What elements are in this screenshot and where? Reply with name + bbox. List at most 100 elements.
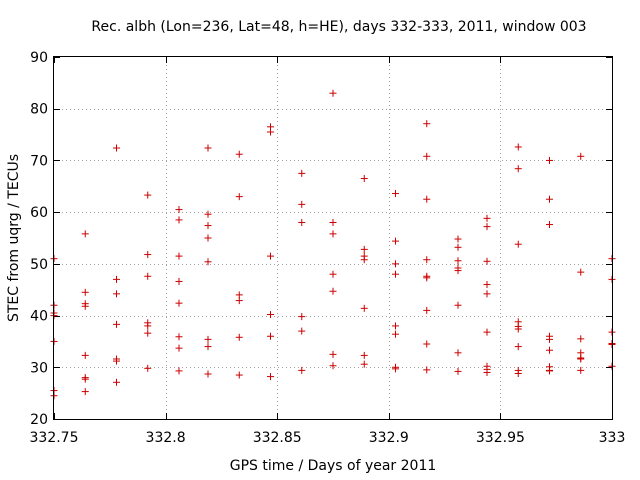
data-points bbox=[50, 89, 616, 400]
data-point bbox=[204, 234, 212, 242]
data-point bbox=[298, 218, 306, 226]
data-point bbox=[391, 322, 399, 330]
data-point bbox=[81, 351, 89, 359]
data-point bbox=[546, 195, 554, 203]
data-point bbox=[112, 320, 120, 328]
data-point bbox=[546, 335, 554, 343]
data-point bbox=[175, 344, 183, 352]
data-point bbox=[329, 362, 337, 370]
data-point bbox=[423, 366, 431, 374]
data-point bbox=[175, 252, 183, 260]
data-point bbox=[483, 290, 491, 298]
data-point bbox=[391, 190, 399, 198]
data-point bbox=[144, 364, 152, 372]
data-point bbox=[298, 313, 306, 321]
data-point bbox=[235, 150, 243, 158]
data-point bbox=[329, 287, 337, 295]
data-point bbox=[423, 256, 431, 264]
data-point bbox=[81, 288, 89, 296]
data-point bbox=[175, 216, 183, 224]
data-point bbox=[144, 191, 152, 199]
y-tick-label: 60 bbox=[30, 205, 48, 221]
data-point bbox=[235, 297, 243, 305]
plot-frame bbox=[53, 56, 613, 420]
data-point bbox=[81, 375, 89, 383]
y-axis-label: STEC from uqrg / TECUs bbox=[6, 154, 22, 322]
data-point bbox=[423, 195, 431, 203]
y-tick-labels: 20 30 40 50 60 70 80 90 bbox=[30, 50, 48, 428]
data-point bbox=[204, 258, 212, 266]
data-point bbox=[81, 388, 89, 396]
data-point bbox=[267, 128, 275, 136]
data-point bbox=[483, 214, 491, 222]
x-tick-label: 332.75 bbox=[30, 430, 79, 446]
data-point bbox=[112, 275, 120, 283]
data-point bbox=[235, 371, 243, 379]
data-point bbox=[175, 277, 183, 285]
data-point bbox=[298, 327, 306, 335]
x-axis-label: GPS time / Days of year 2011 bbox=[230, 458, 437, 474]
data-point bbox=[423, 340, 431, 348]
data-point bbox=[112, 144, 120, 152]
data-point bbox=[454, 257, 462, 265]
x-tick-label: 332.85 bbox=[253, 430, 302, 446]
data-point bbox=[360, 256, 368, 264]
data-point bbox=[360, 351, 368, 359]
y-tick-label: 30 bbox=[30, 360, 48, 376]
data-point bbox=[144, 329, 152, 337]
data-point bbox=[81, 302, 89, 310]
data-point bbox=[391, 365, 399, 373]
data-point bbox=[514, 240, 522, 248]
y-tick-label: 40 bbox=[30, 309, 48, 325]
data-point bbox=[391, 260, 399, 268]
data-point bbox=[577, 366, 585, 374]
data-point bbox=[329, 89, 337, 97]
data-point bbox=[204, 210, 212, 218]
data-point bbox=[423, 274, 431, 282]
chart-title: Rec. albh (Lon=236, Lat=48, h=HE), days … bbox=[91, 19, 586, 35]
data-point bbox=[546, 221, 554, 229]
data-point bbox=[391, 237, 399, 245]
x-tick-labels: 332.75 332.8 332.85 332.9 332.95 333 bbox=[30, 430, 626, 446]
data-point bbox=[144, 251, 152, 259]
data-point bbox=[454, 235, 462, 243]
data-point bbox=[298, 169, 306, 177]
data-point bbox=[360, 360, 368, 368]
data-point bbox=[483, 328, 491, 336]
data-point bbox=[175, 299, 183, 307]
data-point bbox=[514, 165, 522, 173]
data-point bbox=[483, 257, 491, 265]
data-point bbox=[267, 332, 275, 340]
y-tick-label: 20 bbox=[30, 412, 48, 428]
data-point bbox=[144, 322, 152, 330]
data-point bbox=[329, 230, 337, 238]
data-point bbox=[175, 206, 183, 214]
data-point bbox=[514, 343, 522, 351]
data-point bbox=[112, 290, 120, 298]
data-point bbox=[483, 223, 491, 231]
data-point bbox=[423, 152, 431, 160]
x-tick-label: 333 bbox=[599, 430, 626, 446]
data-point bbox=[298, 200, 306, 208]
data-point bbox=[577, 152, 585, 160]
data-point bbox=[175, 367, 183, 375]
y-tick-label: 70 bbox=[30, 153, 48, 169]
data-point bbox=[577, 268, 585, 276]
data-point bbox=[454, 243, 462, 251]
data-point bbox=[235, 333, 243, 341]
data-point bbox=[235, 193, 243, 201]
data-point bbox=[454, 267, 462, 275]
data-point bbox=[546, 156, 554, 164]
data-point bbox=[204, 144, 212, 152]
data-point bbox=[329, 218, 337, 226]
data-point bbox=[329, 270, 337, 278]
data-point bbox=[204, 335, 212, 343]
data-point bbox=[454, 367, 462, 375]
data-point bbox=[423, 306, 431, 314]
data-point bbox=[204, 343, 212, 351]
data-point bbox=[514, 143, 522, 151]
data-point bbox=[267, 373, 275, 381]
data-point bbox=[577, 335, 585, 343]
data-point bbox=[204, 370, 212, 378]
